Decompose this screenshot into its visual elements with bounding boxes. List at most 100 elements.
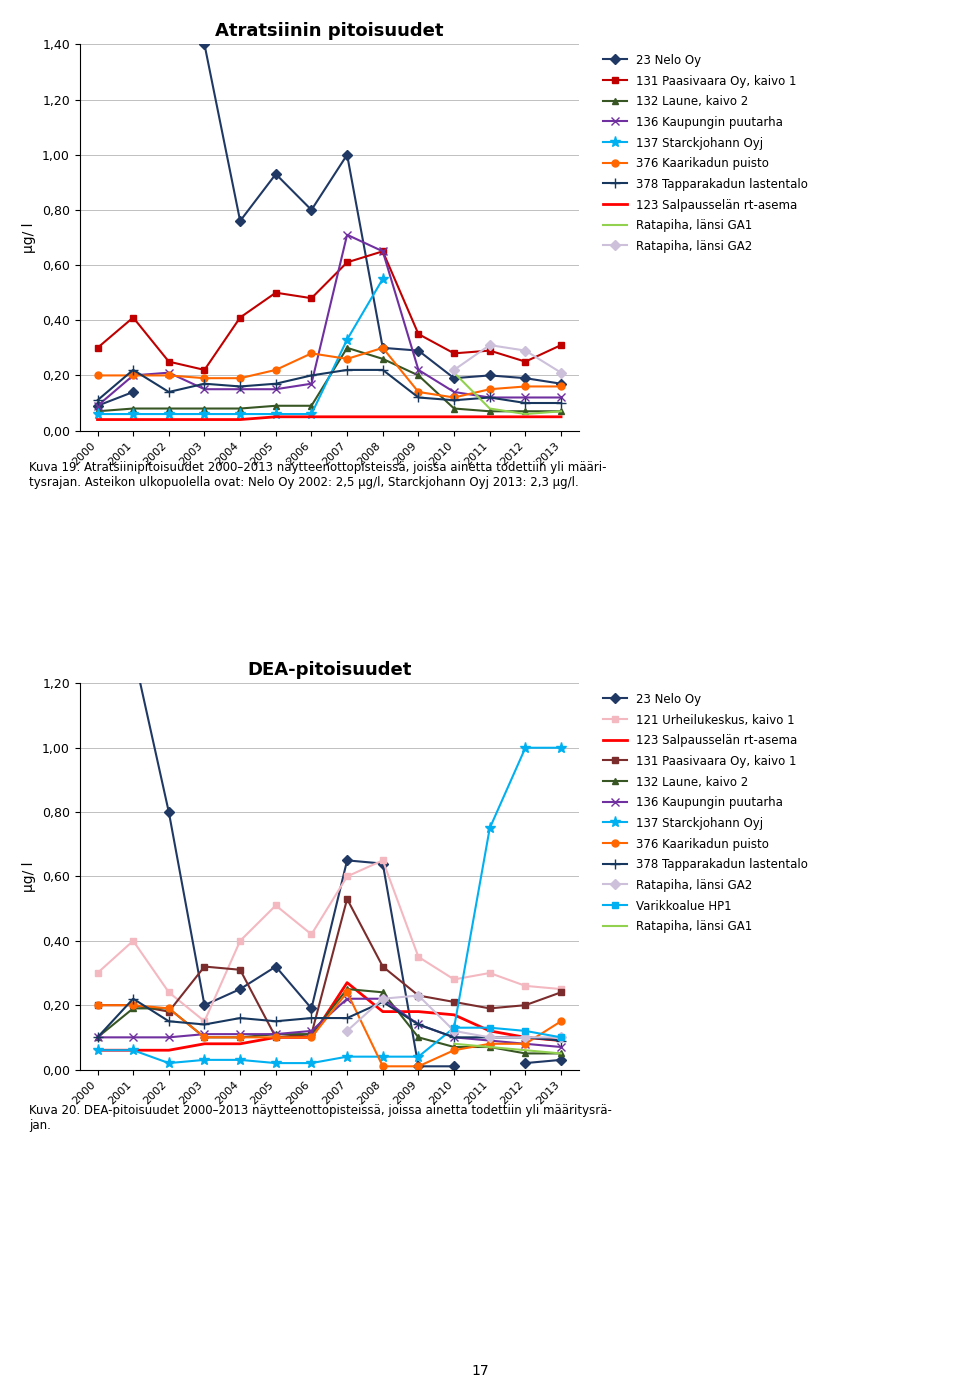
121 Urheilukeskus, kaivo 1 — [270, 897, 281, 914]
376 Kaarikadun puisto — [199, 369, 210, 386]
378 Tapparakadun lastentalo — [519, 394, 531, 411]
131 Paasivaara Oy, kaivo 1 — [342, 890, 353, 907]
Line: 136 Kaupungin puutarha: 136 Kaupungin puutarha — [93, 231, 565, 410]
123 Salpausselän rt-asema — [234, 411, 246, 428]
376 Kaarikadun puisto — [305, 344, 317, 361]
378 Tapparakadun lastentalo — [448, 392, 460, 408]
Ratapiha, länsi GA1 — [519, 406, 531, 422]
376 Kaarikadun puisto — [377, 1058, 389, 1075]
378 Tapparakadun lastentalo — [377, 361, 389, 378]
23 Nelo Oy — [377, 856, 389, 872]
Line: 137 Starckjohann Oyj: 137 Starckjohann Oyj — [92, 742, 566, 1068]
123 Salpausselän rt-asema — [484, 1022, 495, 1039]
136 Kaupungin puutarha — [199, 381, 210, 397]
123 Salpausselän rt-asema — [413, 408, 424, 425]
23 Nelo Oy — [305, 1000, 317, 1017]
Y-axis label: μg/ l: μg/ l — [22, 861, 36, 892]
131 Paasivaara Oy, kaivo 1 — [305, 290, 317, 307]
121 Urheilukeskus, kaivo 1 — [519, 978, 531, 995]
Line: Varikkoalue HP1: Varikkoalue HP1 — [450, 1024, 564, 1040]
376 Kaarikadun puisto — [270, 361, 281, 378]
132 Laune, kaivo 2 — [448, 1039, 460, 1056]
137 Starckjohann Oyj — [377, 1049, 389, 1065]
376 Kaarikadun puisto — [199, 1029, 210, 1046]
131 Paasivaara Oy, kaivo 1 — [448, 344, 460, 361]
123 Salpausselän rt-asema — [519, 1029, 531, 1046]
137 Starckjohann Oyj — [519, 739, 531, 756]
Line: 137 Starckjohann Oyj: 137 Starckjohann Oyj — [92, 274, 389, 419]
123 Salpausselän rt-asema — [305, 408, 317, 425]
378 Tapparakadun lastentalo — [234, 1010, 246, 1026]
Line: 376 Kaarikadun puisto: 376 Kaarikadun puisto — [94, 989, 564, 1070]
23 Nelo Oy — [342, 851, 353, 868]
Y-axis label: μg/ l: μg/ l — [22, 222, 36, 253]
131 Paasivaara Oy, kaivo 1 — [484, 1000, 495, 1017]
378 Tapparakadun lastentalo — [270, 375, 281, 392]
Ratapiha, länsi GA1 — [448, 364, 460, 381]
136 Kaupungin puutarha — [128, 1029, 139, 1046]
123 Salpausselän rt-asema — [448, 408, 460, 425]
137 Starckjohann Oyj — [234, 1051, 246, 1068]
Line: 123 Salpausselän rt-asema: 123 Salpausselän rt-asema — [98, 417, 561, 419]
Line: 131 Paasivaara Oy, kaivo 1: 131 Paasivaara Oy, kaivo 1 — [94, 247, 564, 374]
378 Tapparakadun lastentalo — [555, 394, 566, 411]
23 Nelo Oy — [305, 201, 317, 218]
136 Kaupungin puutarha — [342, 990, 353, 1007]
376 Kaarikadun puisto — [519, 1035, 531, 1051]
131 Paasivaara Oy, kaivo 1 — [163, 353, 175, 369]
123 Salpausselän rt-asema — [234, 1035, 246, 1051]
376 Kaarikadun puisto — [342, 983, 353, 1000]
Line: Ratapiha, länsi GA1: Ratapiha, länsi GA1 — [454, 1043, 561, 1053]
121 Urheilukeskus, kaivo 1 — [377, 851, 389, 868]
136 Kaupungin puutarha — [92, 1029, 104, 1046]
123 Salpausselän rt-asema — [448, 1007, 460, 1024]
121 Urheilukeskus, kaivo 1 — [163, 983, 175, 1000]
Line: 376 Kaarikadun puisto: 376 Kaarikadun puisto — [94, 344, 564, 401]
Ratapiha, länsi GA2 — [342, 1022, 353, 1039]
136 Kaupungin puutarha — [128, 367, 139, 383]
23 Nelo Oy — [448, 1058, 460, 1075]
Ratapiha, länsi GA1 — [519, 1042, 531, 1058]
Text: Kuva 20. DEA-pitoisuudet 2000–2013 näytteenottopisteissä, joissa ainetta todetti: Kuva 20. DEA-pitoisuudet 2000–2013 näytt… — [29, 1104, 612, 1132]
23 Nelo Oy — [270, 958, 281, 975]
136 Kaupungin puutarha — [413, 361, 424, 378]
376 Kaarikadun puisto — [92, 997, 104, 1014]
132 Laune, kaivo 2 — [484, 1039, 495, 1056]
137 Starckjohann Oyj — [234, 406, 246, 422]
131 Paasivaara Oy, kaivo 1 — [519, 997, 531, 1014]
378 Tapparakadun lastentalo — [342, 361, 353, 378]
136 Kaupungin puutarha — [305, 375, 317, 392]
121 Urheilukeskus, kaivo 1 — [413, 949, 424, 965]
136 Kaupungin puutarha — [270, 381, 281, 397]
137 Starckjohann Oyj — [163, 406, 175, 422]
132 Laune, kaivo 2 — [342, 981, 353, 997]
378 Tapparakadun lastentalo — [484, 1029, 495, 1046]
132 Laune, kaivo 2 — [270, 1026, 281, 1043]
376 Kaarikadun puisto — [128, 997, 139, 1014]
131 Paasivaara Oy, kaivo 1 — [270, 1029, 281, 1046]
378 Tapparakadun lastentalo — [377, 993, 389, 1010]
376 Kaarikadun puisto — [484, 381, 495, 397]
132 Laune, kaivo 2 — [519, 403, 531, 419]
137 Starckjohann Oyj — [413, 1049, 424, 1065]
Ratapiha, länsi GA1 — [555, 1045, 566, 1061]
Ratapiha, länsi GA2 — [413, 988, 424, 1004]
23 Nelo Oy — [555, 375, 566, 392]
131 Paasivaara Oy, kaivo 1 — [305, 1026, 317, 1043]
121 Urheilukeskus, kaivo 1 — [128, 932, 139, 949]
23 Nelo Oy — [413, 1058, 424, 1075]
123 Salpausselän rt-asema — [92, 1042, 104, 1058]
378 Tapparakadun lastentalo — [270, 1013, 281, 1029]
378 Tapparakadun lastentalo — [128, 990, 139, 1007]
Varikkoalue HP1 — [519, 1022, 531, 1039]
137 Starckjohann Oyj — [377, 271, 389, 288]
137 Starckjohann Oyj — [92, 1042, 104, 1058]
123 Salpausselän rt-asema — [270, 1029, 281, 1046]
378 Tapparakadun lastentalo — [413, 1017, 424, 1033]
136 Kaupungin puutarha — [199, 1026, 210, 1043]
Varikkoalue HP1 — [555, 1029, 566, 1046]
23 Nelo Oy — [128, 383, 139, 400]
23 Nelo Oy — [234, 213, 246, 229]
137 Starckjohann Oyj — [342, 331, 353, 347]
Line: 378 Tapparakadun lastentalo: 378 Tapparakadun lastentalo — [93, 995, 565, 1046]
